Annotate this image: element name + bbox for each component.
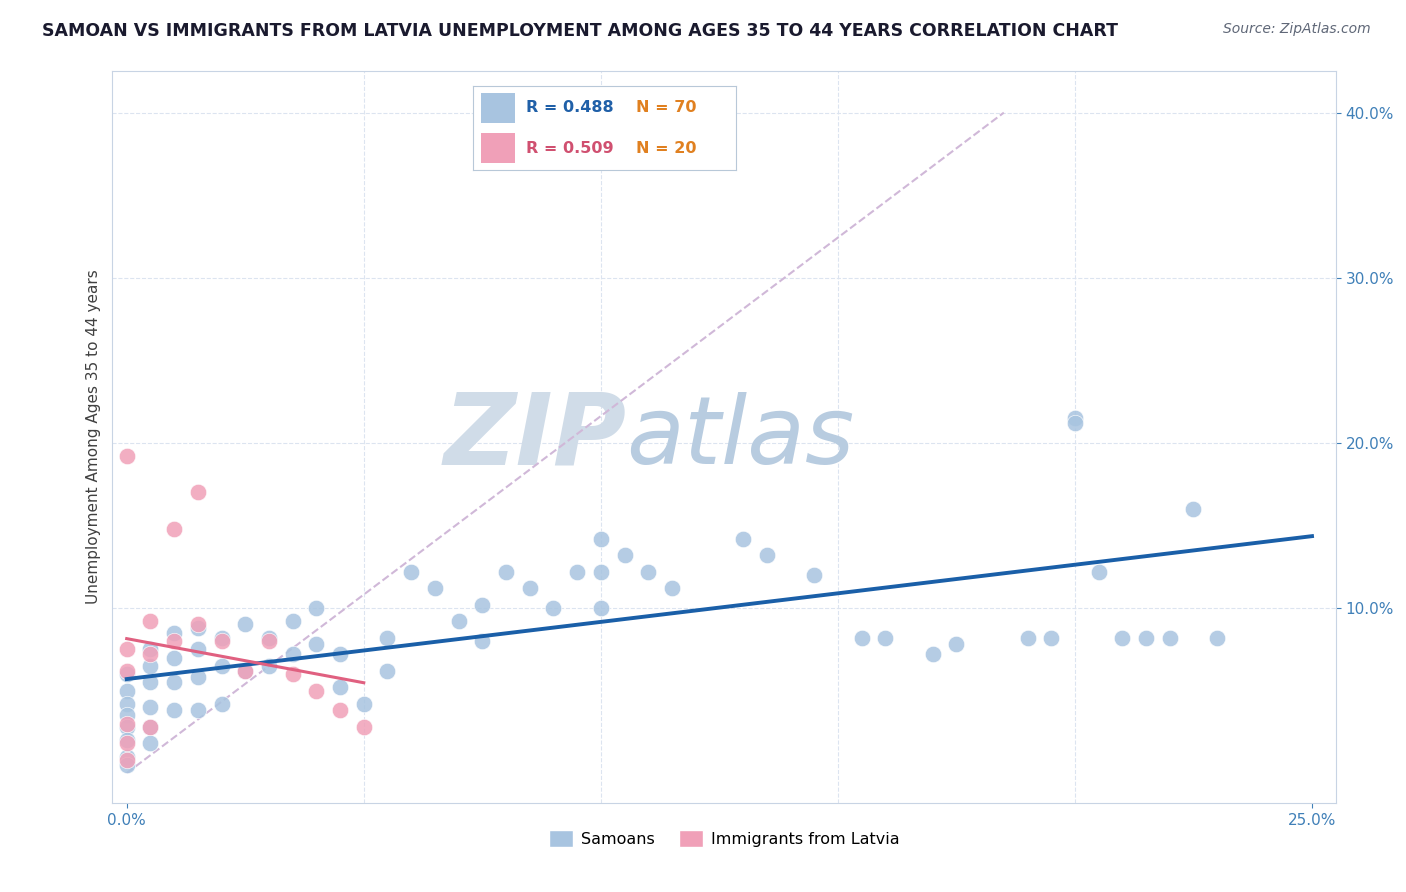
Point [115,749,138,764]
Point [257,658,280,673]
Point [163,625,186,640]
Point [115,753,138,767]
Point [115,708,138,723]
Point [139,700,162,714]
Point [399,565,422,579]
Point [115,683,138,698]
Point [589,565,612,579]
Point [613,548,636,562]
Point [115,736,138,750]
Point [187,485,209,500]
Point [187,617,209,632]
Point [565,565,588,579]
Point [115,757,138,772]
Point [115,667,138,681]
Point [139,720,162,734]
Point [589,601,612,615]
Point [471,598,494,612]
Point [211,658,233,673]
Point [187,621,209,635]
Point [163,675,186,690]
Point [1064,411,1087,425]
Point [921,647,943,661]
Point [305,637,328,651]
Point [115,697,138,711]
Point [377,664,399,678]
Point [471,634,494,648]
Point [447,614,470,628]
Point [423,581,446,595]
Point [257,631,280,645]
Point [115,720,138,734]
Point [211,631,233,645]
Point [803,568,825,582]
Point [329,647,352,661]
Point [661,581,683,595]
Point [211,634,233,648]
Point [233,617,256,632]
Point [1135,631,1157,645]
Point [115,642,138,657]
Point [945,637,967,651]
Point [163,522,186,536]
Point [353,697,375,711]
Point [353,720,375,734]
Point [851,631,873,645]
Point [1159,631,1181,645]
Text: ZIP: ZIP [443,389,626,485]
Point [115,733,138,747]
Point [377,631,399,645]
Point [589,532,612,546]
Point [1040,631,1063,645]
Point [139,614,162,628]
Point [115,716,138,731]
Point [1064,416,1087,430]
Point [139,642,162,657]
Point [257,634,280,648]
Text: SAMOAN VS IMMIGRANTS FROM LATVIA UNEMPLOYMENT AMONG AGES 35 TO 44 YEARS CORRELAT: SAMOAN VS IMMIGRANTS FROM LATVIA UNEMPLO… [42,22,1118,40]
Point [1111,631,1133,645]
Point [281,647,304,661]
Text: Source: ZipAtlas.com: Source: ZipAtlas.com [1223,22,1371,37]
Point [1087,565,1109,579]
Point [637,565,659,579]
Point [495,565,517,579]
Point [163,634,186,648]
Point [755,548,778,562]
Point [1206,631,1229,645]
Point [305,683,328,698]
Point [139,658,162,673]
Point [281,614,304,628]
Point [329,680,352,694]
Text: atlas: atlas [626,392,855,483]
Y-axis label: Unemployment Among Ages 35 to 44 years: Unemployment Among Ages 35 to 44 years [86,269,101,605]
Point [233,664,256,678]
Point [731,532,754,546]
Point [139,736,162,750]
Point [281,667,304,681]
Point [1182,502,1205,516]
Point [875,631,897,645]
Point [543,601,565,615]
Point [1017,631,1039,645]
Point [211,697,233,711]
Point [115,449,138,463]
Legend: Samoans, Immigrants from Latvia: Samoans, Immigrants from Latvia [543,824,905,854]
Point [305,601,328,615]
Point [329,703,352,717]
Point [139,720,162,734]
Point [139,647,162,661]
Point [139,675,162,690]
Point [163,650,186,665]
Point [163,703,186,717]
Point [187,642,209,657]
Point [519,581,541,595]
Point [115,664,138,678]
Point [187,703,209,717]
Point [233,664,256,678]
Point [187,670,209,684]
